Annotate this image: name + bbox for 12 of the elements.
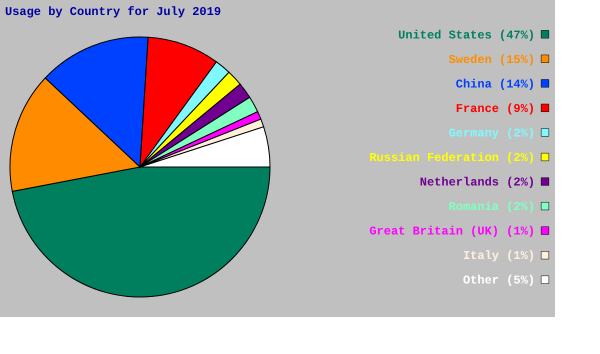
legend-label: China (14%) — [456, 77, 535, 92]
legend-label: Romania (2%) — [448, 200, 535, 214]
legend-label: Sweden (15%) — [448, 52, 535, 67]
legend-label: Russian Federation (2%) — [369, 151, 535, 165]
legend-label: Germany (2%) — [448, 126, 535, 140]
legend-label: Italy (1%) — [462, 249, 535, 264]
legend-label: United States (47%) — [398, 28, 535, 42]
legend-label: Great Britain (UK) (1%) — [369, 224, 535, 239]
legend-label: France (9%) — [456, 102, 535, 116]
chart-title: Usage by Country for July 2019 — [5, 5, 222, 19]
legend-label: Netherlands (2%) — [420, 176, 535, 190]
legend-label: Other (5%) — [462, 274, 535, 288]
